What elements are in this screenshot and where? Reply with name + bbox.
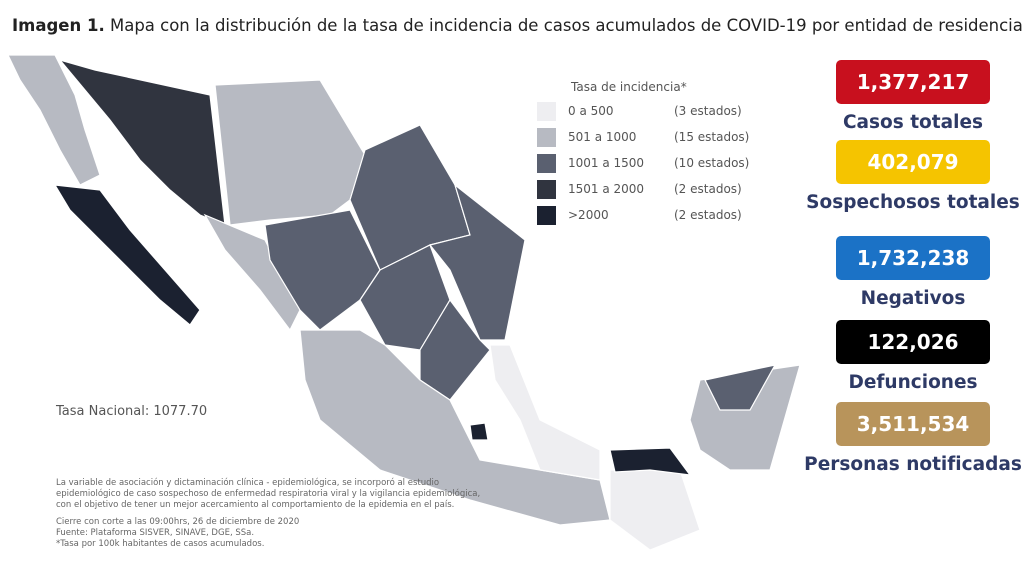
state [704,364,777,411]
legend-rows: 0 a 500 (3 estados) 501 a 1000 (15 estados)… [537,98,749,228]
legend-count: (15 estados) [674,130,750,144]
title-text: Mapa con la distribución de la tasa de i… [109,16,1024,35]
footer-line: *Tasa por 100k habitantes de casos acumu… [56,539,265,549]
legend-range: >2000 [568,208,609,222]
legend-swatch [537,179,556,199]
legend-range: 1501 a 2000 [568,182,645,196]
state [203,213,301,332]
legend-swatch [537,205,556,225]
footer-line: Fuente: Plataforma SISVER, SINAVE, DGE, … [56,528,255,538]
note-line: epidemiológico de caso sospechoso de enf… [56,489,481,499]
state [489,344,601,481]
legend-range: 1001 a 1500 [568,156,645,170]
legend-swatch [537,101,556,121]
stat-card: 402,079 Sospechosos totales [803,140,1023,213]
stat-value: 122,026 [836,320,990,364]
legend-row: 501 a 1000 (15 estados) [537,124,749,150]
legend-count: (2 estados) [674,182,742,196]
legend-range: 501 a 1000 [568,130,637,144]
state [428,183,526,341]
legend-row: 1501 a 2000 (2 estados) [537,176,749,202]
notes: La variable de asociación y dictaminació… [56,478,480,550]
stat-value: 402,079 [836,140,990,184]
legend-count: (2 estados) [674,208,742,222]
stat-value: 1,732,238 [836,236,990,280]
legend-row: >2000 (2 estados) [537,202,749,228]
state [609,469,701,551]
note-line: La variable de asociación y dictaminació… [56,478,440,488]
legend-row: 0 a 500 (3 estados) [537,98,749,124]
legend-title: Tasa de incidencia* [571,80,687,94]
state [469,422,489,441]
stat-label: Defunciones [848,372,978,393]
stat-value: 3,511,534 [836,402,990,446]
stat-label: Personas notificadas [804,454,1022,475]
state [58,58,226,226]
title-bold: Imagen 1. [12,16,105,35]
national-rate: Tasa Nacional: 1077.70 [56,404,208,419]
stat-label: Negativos [860,288,966,309]
stat-card: 3,511,534 Personas notificadas [803,402,1023,475]
note-line: con el objetivo de tener un mejor acerca… [56,500,455,510]
legend-row: 1001 a 1500 (10 estados) [537,150,749,176]
state [214,79,366,226]
stat-value: 1,377,217 [836,60,990,104]
legend-count: (10 estados) [674,156,750,170]
stat-card: 1,732,238 Negativos [803,236,1023,309]
stat-label: Sospechosos totales [806,192,1020,213]
legend-swatch [537,153,556,173]
stat-card: 1,377,217 Casos totales [803,60,1023,133]
footer-line: Cierre con corte a las 09:00hrs, 26 de d… [56,517,300,527]
legend-swatch [537,127,556,147]
state [264,209,381,331]
state [609,447,692,476]
state [7,54,101,186]
state [53,184,201,326]
stat-label: Casos totales [842,112,983,133]
stat-card: 122,026 Defunciones [803,320,1023,393]
legend-count: (3 estados) [674,104,742,118]
map [7,54,801,551]
legend: Tasa de incidencia* 0 a 500 (3 estados) 50… [537,80,749,228]
legend-range: 0 a 500 [568,104,614,118]
title: Imagen 1. Mapa con la distribución de la… [12,16,1024,35]
